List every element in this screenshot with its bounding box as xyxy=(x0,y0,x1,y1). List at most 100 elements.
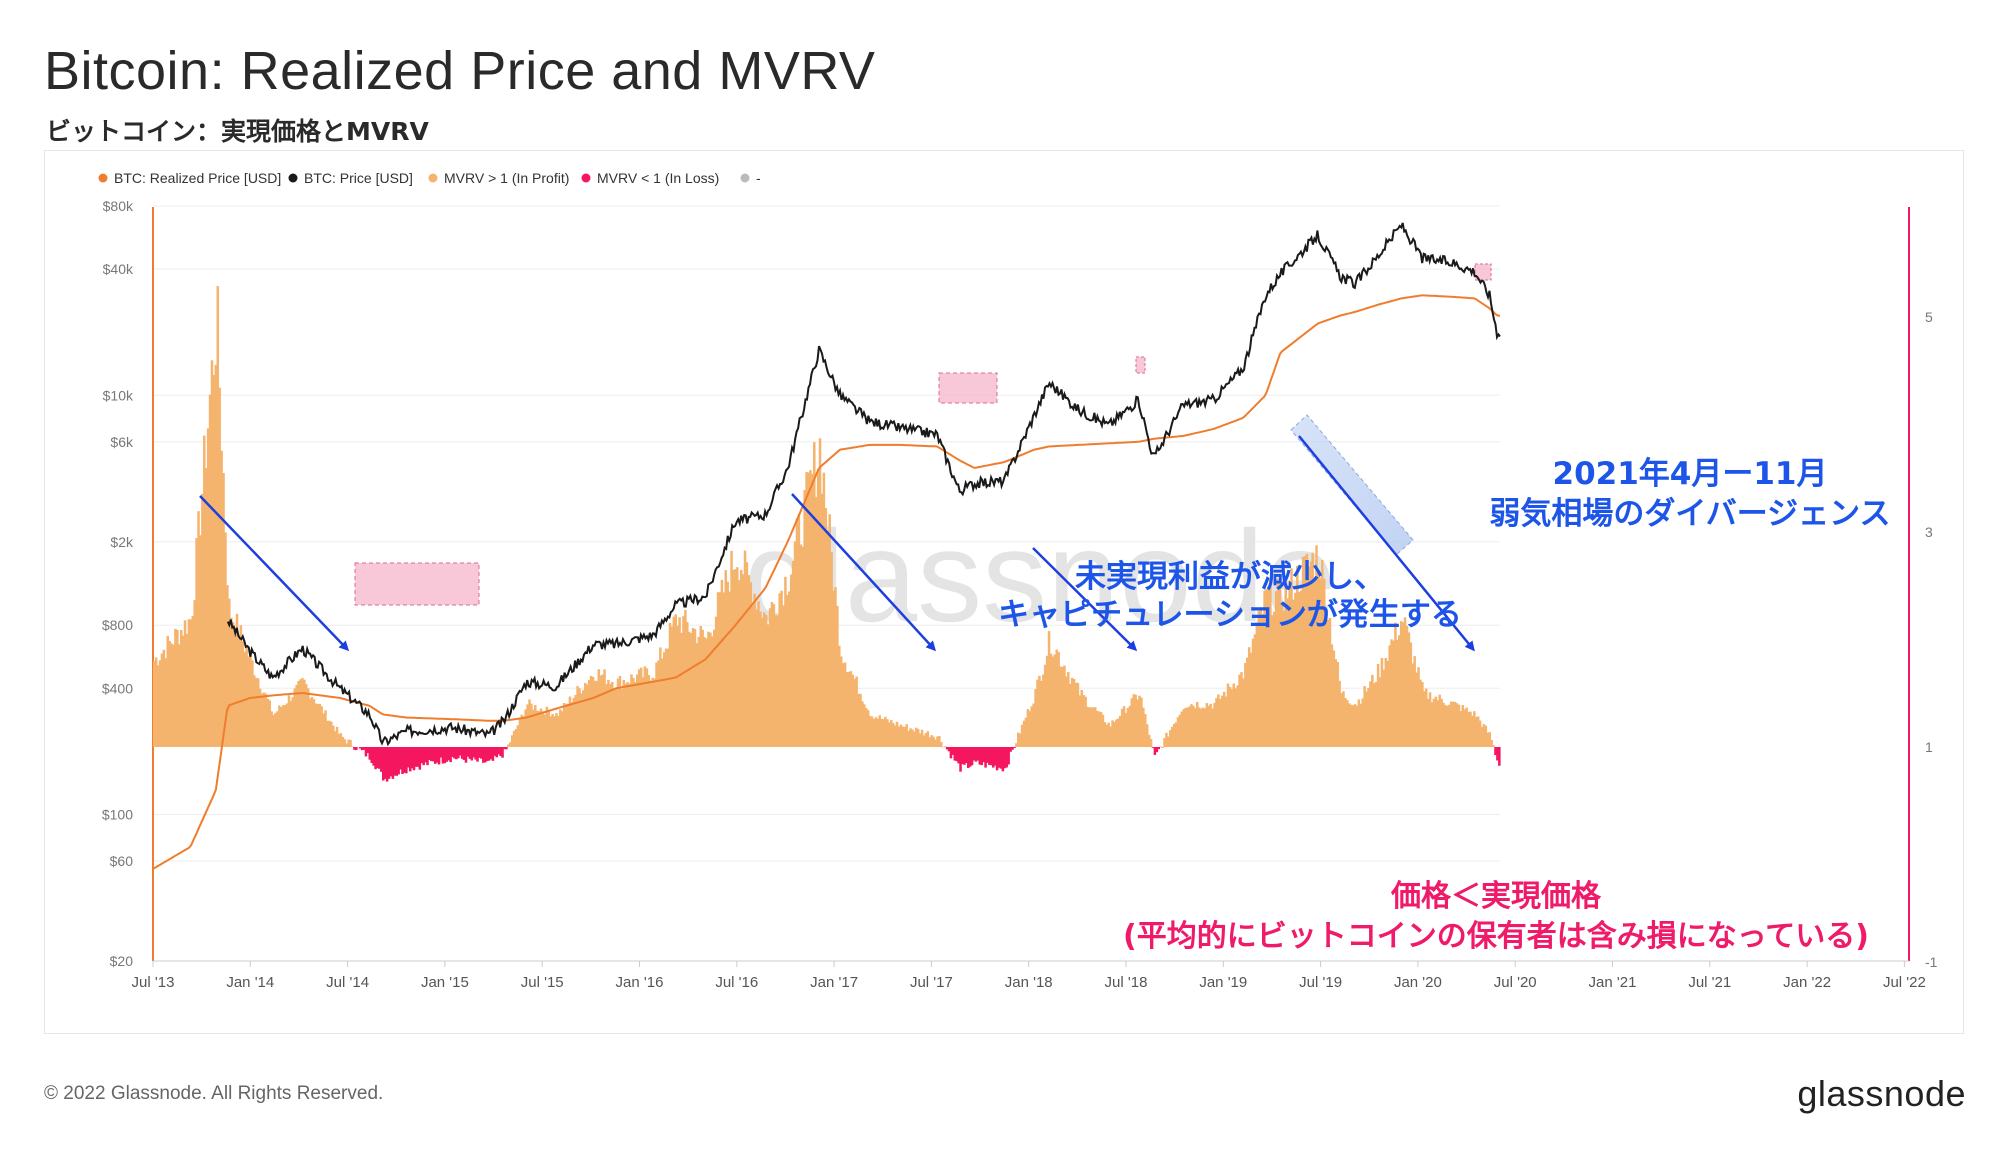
mvrv-profit-bar xyxy=(1049,653,1053,747)
mvrv-loss-bar xyxy=(408,747,412,772)
mvrv-loss-bar xyxy=(503,747,506,750)
mvrv-profit-bar xyxy=(206,428,210,747)
mvrv-profit-bar xyxy=(1132,694,1135,747)
mvrv-profit-bar xyxy=(1022,720,1026,747)
mvrv-profit-bar xyxy=(741,574,745,747)
mvrv-loss-bar xyxy=(412,747,416,771)
page-subtitle: ビットコイン：実現価格とMVRV xyxy=(46,117,429,146)
mvrv-profit-bar xyxy=(333,731,337,747)
mvrv-profit-bar xyxy=(1209,703,1212,747)
mvrv-profit-bar xyxy=(672,616,676,747)
mvrv-profit-bar xyxy=(570,702,574,747)
mvrv-loss-bar xyxy=(381,747,385,781)
mvrv-profit-bar xyxy=(564,703,568,747)
mvrv-profit-bar xyxy=(1120,708,1124,747)
mvrv-profit-bar xyxy=(1309,561,1313,747)
mvrv-profit-bar xyxy=(191,615,195,747)
mvrv-profit-bar xyxy=(158,660,162,747)
mvrv-profit-bar xyxy=(605,684,608,747)
mvrv-profit-bar xyxy=(587,679,591,747)
mvrv-profit-bar xyxy=(324,710,327,747)
mvrv-profit-bar xyxy=(884,716,887,747)
mvrv-profit-bar xyxy=(822,472,826,747)
mvrv-loss-bar xyxy=(959,747,962,772)
mvrv-profit-bar xyxy=(1036,679,1039,747)
mvrv-profit-bar xyxy=(1238,674,1241,747)
mvrv-profit-bar xyxy=(1030,706,1033,747)
mvrv-profit-bar xyxy=(1228,686,1232,747)
mvrv-loss-bar xyxy=(430,747,433,762)
mvrv-profit-bar xyxy=(1188,706,1191,747)
mvrv-profit-bar xyxy=(237,638,241,747)
mvrv-loss-bar xyxy=(401,747,404,774)
mvrv-profit-bar xyxy=(1128,706,1132,747)
mvrv-profit-bar xyxy=(841,663,845,747)
mvrv-loss-bar xyxy=(362,747,366,750)
mvrv-loss-bar xyxy=(439,747,443,758)
mvrv-profit-bar xyxy=(1144,714,1147,747)
mvrv-profit-bar xyxy=(632,677,635,747)
mvrv-profit-bar xyxy=(1340,693,1343,747)
mvrv-profit-bar xyxy=(918,733,922,747)
mvrv-loss-bar xyxy=(1007,747,1010,765)
mvrv-profit-bar xyxy=(1197,707,1201,747)
price-below-annotation: 価格＜実現価格 (平均的にビットコインの保有者は含み損になっている) xyxy=(1056,877,1936,957)
mvrv-profit-bar xyxy=(203,435,206,747)
legend-marker xyxy=(428,173,438,183)
mvrv-profit-bar xyxy=(734,569,737,747)
mvrv-profit-bar xyxy=(153,661,156,747)
mvrv-profit-bar xyxy=(1369,681,1372,747)
mvrv-profit-bar xyxy=(1186,707,1189,747)
mvrv-profit-bar xyxy=(1074,682,1078,747)
mvrv-profit-bar xyxy=(826,530,830,747)
y-right-tick-label: 5 xyxy=(1925,309,1933,325)
mvrv-profit-bar xyxy=(1421,681,1424,747)
mvrv-profit-bar xyxy=(574,694,577,747)
mvrv-profit-bar xyxy=(249,653,252,747)
mvrv-profit-bar xyxy=(647,675,651,747)
mvrv-loss-bar xyxy=(424,747,427,763)
mvrv-profit-bar xyxy=(258,688,262,747)
mvrv-profit-bar xyxy=(659,647,662,747)
mvrv-profit-bar xyxy=(1342,691,1345,747)
mvrv-profit-bar xyxy=(938,736,941,747)
x-tick-label: Jan '22 xyxy=(1783,974,1831,991)
mvrv-profit-bar xyxy=(686,622,689,747)
mvrv-loss-bar xyxy=(972,747,976,761)
mvrv-loss-bar xyxy=(482,747,485,763)
mvrv-profit-bar xyxy=(766,624,770,747)
mvrv-profit-bar xyxy=(1326,619,1330,747)
mvrv-loss-bar xyxy=(501,747,504,758)
mvrv-loss-bar xyxy=(464,747,468,763)
mvrv-profit-bar xyxy=(1349,704,1353,747)
mvrv-loss-bar xyxy=(499,747,502,757)
mvrv-loss-bar xyxy=(993,747,997,766)
mvrv-loss-bar xyxy=(951,747,955,755)
x-tick-label: Jan '21 xyxy=(1589,974,1637,991)
mvrv-loss-bar xyxy=(1151,747,1155,748)
mvrv-profit-bar xyxy=(199,535,202,747)
mvrv-profit-bar xyxy=(254,677,258,747)
mvrv-profit-bar xyxy=(1097,711,1101,747)
mvrv-profit-bar xyxy=(347,739,350,747)
mvrv-profit-bar xyxy=(520,714,524,747)
mvrv-profit-bar xyxy=(1398,635,1401,747)
legend-marker xyxy=(581,173,591,183)
mvrv-profit-bar xyxy=(1380,657,1384,747)
mvrv-profit-bar xyxy=(853,678,856,747)
x-tick-label: Jan '16 xyxy=(616,974,664,991)
mvrv-profit-bar xyxy=(1130,698,1134,747)
mvrv-profit-bar xyxy=(1263,590,1266,747)
mvrv-profit-bar xyxy=(624,683,627,747)
mvrv-profit-bar xyxy=(674,614,678,747)
mvrv-profit-bar xyxy=(886,719,889,747)
mvrv-loss-bar xyxy=(984,747,987,768)
mvrv-profit-bar xyxy=(1113,721,1116,747)
mvrv-profit-bar xyxy=(622,679,626,747)
mvrv-profit-bar xyxy=(643,666,647,747)
loss-zone-box-2020 xyxy=(1135,356,1146,374)
mvrv-profit-bar xyxy=(1417,667,1420,747)
mvrv-profit-bar xyxy=(331,725,335,747)
mvrv-loss-bar xyxy=(990,747,993,766)
mvrv-loss-bar xyxy=(449,747,452,763)
